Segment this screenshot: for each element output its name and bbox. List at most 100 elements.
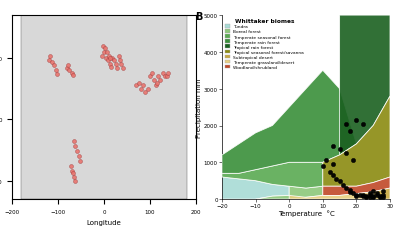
Point — [340, 183, 346, 187]
Polygon shape — [340, 16, 390, 155]
Point — [71, 175, 77, 179]
Point — [101, 51, 107, 55]
Point — [363, 194, 370, 198]
Point — [346, 188, 353, 192]
Point — [107, 57, 114, 61]
Point — [370, 189, 376, 193]
Point — [373, 193, 380, 197]
Point — [367, 195, 373, 199]
Point — [103, 57, 110, 61]
Point — [350, 191, 356, 195]
Point — [343, 152, 350, 155]
Point — [380, 193, 386, 197]
Polygon shape — [289, 192, 373, 199]
Point — [330, 174, 336, 177]
Point — [363, 195, 370, 199]
Point — [144, 87, 151, 91]
Point — [353, 119, 360, 122]
Point — [343, 186, 350, 190]
Point — [117, 59, 123, 63]
Text: B: B — [195, 12, 202, 22]
Point — [147, 75, 153, 79]
Point — [320, 164, 326, 168]
Point — [155, 75, 162, 79]
Point — [72, 145, 79, 149]
Point — [333, 177, 340, 181]
Point — [112, 63, 119, 67]
Polygon shape — [222, 71, 356, 174]
Point — [343, 122, 350, 126]
Point — [162, 75, 168, 79]
Point — [360, 122, 366, 126]
Point — [104, 59, 111, 63]
Point — [150, 79, 157, 83]
Polygon shape — [222, 177, 289, 199]
Point — [149, 72, 156, 75]
Point — [346, 190, 353, 194]
Point — [336, 180, 343, 183]
Point — [356, 194, 363, 197]
Point — [49, 61, 56, 64]
Legend: Tundra, Boreal forest, Temperate seasonal forest, Temperate rain forest, Tropica: Tundra, Boreal forest, Temperate seasona… — [224, 18, 305, 71]
Point — [77, 160, 83, 163]
Point — [326, 170, 333, 174]
Polygon shape — [323, 97, 390, 186]
Point — [46, 59, 52, 63]
Polygon shape — [323, 177, 390, 196]
Point — [69, 169, 75, 173]
Point — [120, 67, 126, 70]
X-axis label: Longitude: Longitude — [87, 219, 121, 225]
Point — [100, 45, 106, 48]
Point — [135, 81, 142, 85]
Point — [377, 194, 383, 198]
Point — [323, 159, 329, 163]
Point — [160, 72, 166, 75]
Point — [370, 195, 376, 199]
Point — [138, 87, 144, 91]
Point — [64, 67, 70, 70]
Point — [71, 140, 77, 144]
Point — [360, 194, 366, 198]
Point — [353, 194, 360, 198]
Point — [157, 79, 163, 83]
Point — [116, 55, 122, 58]
Point — [52, 69, 59, 73]
Polygon shape — [222, 163, 323, 188]
Point — [70, 74, 76, 78]
Point — [133, 84, 139, 87]
Point — [98, 55, 105, 58]
Point — [346, 130, 353, 133]
Point — [66, 69, 72, 73]
Point — [140, 84, 146, 87]
Point — [370, 194, 376, 198]
Polygon shape — [256, 186, 323, 199]
Point — [118, 63, 125, 67]
Point — [109, 57, 116, 61]
Point — [102, 47, 108, 51]
Point — [152, 84, 159, 87]
Point — [367, 191, 373, 195]
Point — [46, 55, 53, 58]
Point — [70, 172, 76, 175]
Point — [106, 55, 112, 58]
Y-axis label: Precipitation mm: Precipitation mm — [196, 78, 202, 137]
Point — [74, 150, 80, 153]
Point — [76, 155, 82, 158]
Point — [72, 179, 78, 183]
Point — [373, 191, 380, 195]
Point — [51, 64, 58, 68]
Point — [106, 63, 113, 67]
Point — [336, 148, 343, 152]
Point — [367, 193, 373, 197]
Point — [108, 65, 114, 69]
X-axis label: Temperature  °C: Temperature °C — [278, 210, 334, 216]
Point — [65, 64, 71, 68]
Point — [104, 51, 110, 55]
Point — [111, 59, 117, 63]
Point — [380, 195, 386, 199]
Point — [380, 190, 386, 193]
Point — [54, 73, 60, 76]
Point — [360, 193, 366, 197]
Point — [377, 195, 383, 199]
Point — [164, 75, 171, 79]
